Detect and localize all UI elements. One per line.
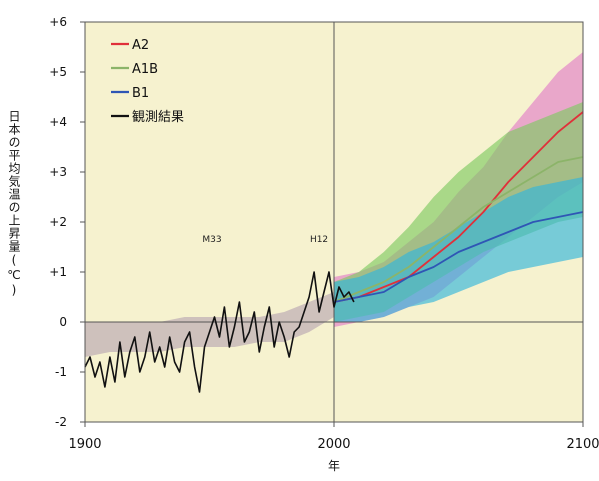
y-tick-label: -2 bbox=[55, 415, 67, 429]
annotation-label: H12 bbox=[310, 235, 328, 245]
y-tick-label: +6 bbox=[49, 15, 67, 29]
legend-label: A1B bbox=[132, 62, 158, 77]
y-axis-ticks: -2 -1 0 +1 +2 +3 +4 +5 +6 bbox=[49, 15, 85, 429]
y-tick-label: +5 bbox=[49, 65, 67, 79]
legend-label: B1 bbox=[132, 86, 149, 101]
series-line-b1 bbox=[333, 211, 584, 303]
y-tick-label: 0 bbox=[59, 315, 67, 329]
y-tick-label: -1 bbox=[55, 365, 67, 379]
chart-annotations: M33 H12 bbox=[202, 235, 328, 245]
y-tick-label: +3 bbox=[49, 165, 67, 179]
y-tick-label: +4 bbox=[49, 115, 67, 129]
x-tick-label: 2000 bbox=[317, 437, 350, 452]
series-line-a1b bbox=[333, 156, 584, 303]
y-tick-label: +1 bbox=[49, 265, 67, 279]
series-line-observed bbox=[84, 271, 355, 393]
x-tick-label: 2100 bbox=[566, 437, 599, 452]
series-line-a2 bbox=[333, 111, 584, 303]
band-b1 bbox=[334, 177, 583, 322]
y-axis-label: 日本の平均気温の上昇量(℃) bbox=[7, 110, 21, 298]
series-lines bbox=[84, 111, 584, 393]
x-axis-label: 年 bbox=[328, 459, 340, 473]
legend: A2 A1B B1 観測結果 bbox=[111, 38, 184, 125]
x-axis-ticks: 1900 2000 2100 bbox=[68, 422, 599, 452]
legend-label: A2 bbox=[132, 38, 149, 53]
y-tick-label: +2 bbox=[49, 215, 67, 229]
x-tick-label: 1900 bbox=[68, 437, 101, 452]
legend-label: 観測結果 bbox=[132, 110, 184, 125]
reference-lines bbox=[85, 22, 583, 422]
annotation-label: M33 bbox=[202, 235, 221, 245]
